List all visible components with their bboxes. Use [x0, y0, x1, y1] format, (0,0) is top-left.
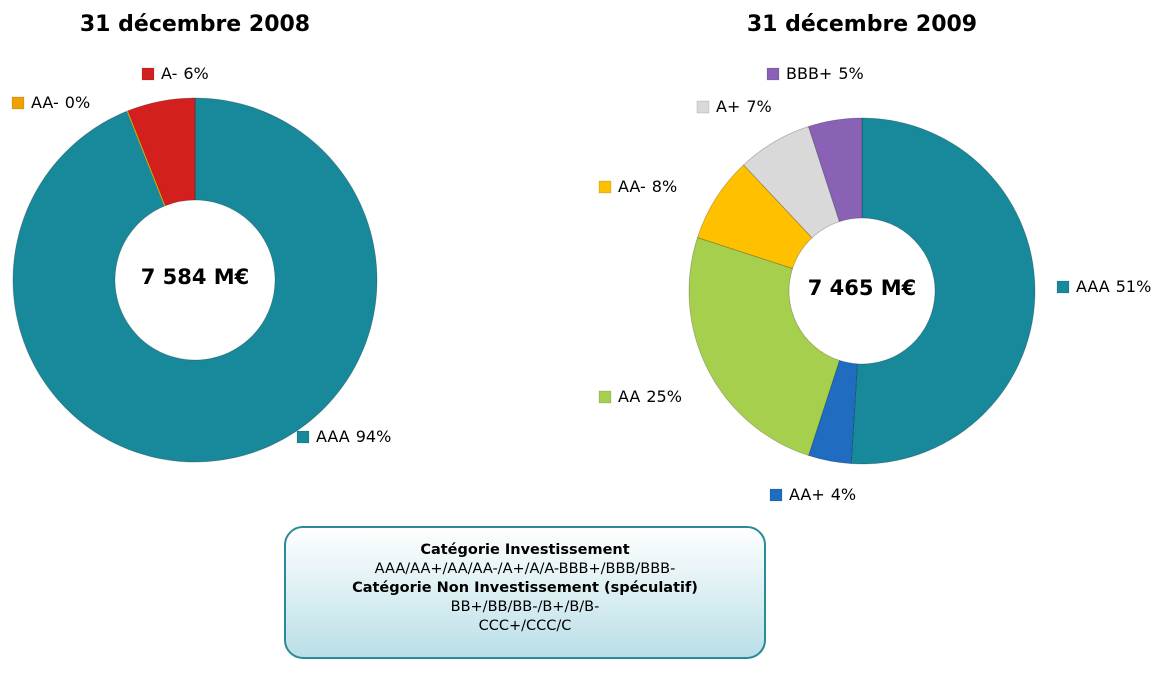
slice-value: 94% [356, 427, 392, 446]
note-line: CCC+/CCC/C [479, 618, 572, 634]
slice [127, 97, 196, 207]
note-line: BB+/BB/BB-/B+/B/B- [451, 599, 600, 615]
slice-category: A+ [716, 97, 740, 116]
slice-value: 0% [65, 93, 90, 112]
slice-label: AA+ 4% [789, 485, 856, 504]
slice-label: A+ 7% [716, 97, 772, 116]
center-label: 7 584 M€ [141, 265, 250, 289]
slice-category: AA+ [789, 485, 825, 504]
legend-marker [766, 67, 780, 81]
slice [850, 117, 1036, 465]
slice-value: 25% [646, 387, 682, 406]
legend-marker [1056, 280, 1070, 294]
slice [688, 237, 840, 457]
chart-title: 31 décembre 2009 [747, 12, 977, 37]
legend-marker [769, 488, 783, 502]
slice-label: AA 25% [618, 387, 682, 406]
legend-marker [141, 67, 155, 81]
slice-value: 7% [746, 97, 771, 116]
slice-value: 4% [831, 485, 856, 504]
slice-label: AA- 8% [618, 177, 677, 196]
slice [743, 125, 840, 239]
note-line: Catégorie Investissement [420, 542, 629, 558]
slice-label: AAA 94% [316, 427, 391, 446]
legend-marker [296, 430, 310, 444]
slice-value: 51% [1116, 277, 1152, 296]
slice-category: AA [618, 387, 640, 406]
slice [12, 97, 378, 463]
slice-category: A- [161, 64, 177, 83]
slice-value: 8% [652, 177, 677, 196]
slice-value: 5% [838, 64, 863, 83]
slice-category: AAA [1076, 277, 1110, 296]
slice-value: 6% [183, 64, 208, 83]
slice [808, 359, 858, 465]
chart-title: 31 décembre 2008 [80, 12, 310, 37]
slice-label: AA- 0% [31, 93, 90, 112]
slice-label: BBB+ 5% [786, 64, 864, 83]
slice [696, 164, 813, 269]
center-label: 7 465 M€ [808, 276, 917, 300]
legend-marker [598, 390, 612, 404]
slice-label: A- 6% [161, 64, 209, 83]
slice-label: AAA 51% [1076, 277, 1151, 296]
note-box [284, 526, 766, 659]
slice [808, 117, 863, 223]
slice-category: AA- [31, 93, 59, 112]
slice-category: AAA [316, 427, 350, 446]
slice-category: BBB+ [786, 64, 832, 83]
legend-marker [598, 180, 612, 194]
slice-category: AA- [618, 177, 646, 196]
legend-marker [696, 100, 710, 114]
note-line: Catégorie Non Investissement (spéculatif… [352, 580, 698, 596]
note-line: AAA/AA+/AA/AA-/A+/A/A-BBB+/BBB/BBB- [375, 561, 676, 577]
legend-marker [11, 96, 25, 110]
